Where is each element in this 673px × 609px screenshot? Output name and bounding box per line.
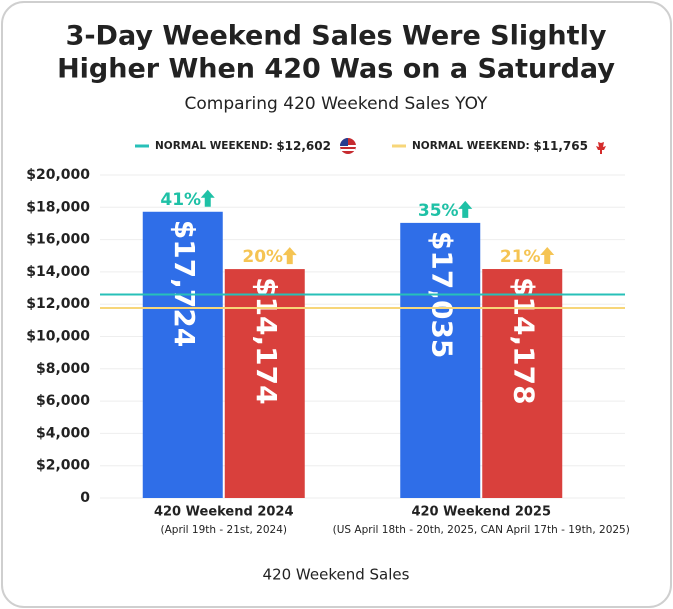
bar-value-label: $14,174 [250,277,283,405]
change-label: 21% [500,247,541,267]
legend-label: NORMAL WEEKEND: $11,765 [412,139,588,153]
y-tick-label: $2,000 [36,458,90,474]
change-label: 20% [242,247,283,267]
up-arrow [200,189,215,207]
x-tick-label: 420 Weekend 2025 [411,505,551,520]
x-axis-label: 420 Weekend Sales [263,566,410,584]
up-arrow [282,247,297,265]
bar-value-label: $17,724 [168,220,201,348]
up-arrow [540,247,555,265]
bar [400,222,481,498]
legend-name: NORMAL WEEKEND: [155,140,273,152]
y-tick-label: $12,000 [26,296,90,312]
y-tick-label: $16,000 [26,232,90,248]
x-tick-label: 420 Weekend 2024 [154,505,294,520]
bar-value-label: $14,178 [507,277,540,405]
legend-name: NORMAL WEEKEND: [412,140,530,152]
legend-label: NORMAL WEEKEND: $12,602 [155,139,331,153]
bar [142,211,223,499]
y-tick-label: $4,000 [36,425,90,441]
y-tick-label: $14,000 [26,264,90,280]
y-tick-label: $6,000 [36,393,90,409]
change-label: 41% [160,190,201,210]
us-flag [340,138,356,154]
legend-value: $11,765 [533,139,588,153]
chart-title: 3-Day Weekend Sales Were Slightly [66,21,607,52]
change-label: 35% [418,201,459,221]
y-tick-label: 0 [80,490,90,506]
x-tick-note: (April 19th - 21st, 2024) [161,524,287,536]
x-tick-note: (US April 18th - 20th, 2025, CAN April 1… [333,524,630,536]
y-tick-label: $8,000 [36,361,90,377]
chart-title: Higher When 420 Was on a Saturday [57,54,615,85]
up-arrow [458,200,473,218]
y-tick-label: $18,000 [26,199,90,215]
y-tick-label: $10,000 [26,329,90,345]
chart-subtitle: Comparing 420 Weekend Sales YOY [185,94,489,114]
y-tick-label: $20,000 [26,167,90,183]
canada-leaf [596,139,606,154]
legend-value: $12,602 [276,139,331,153]
